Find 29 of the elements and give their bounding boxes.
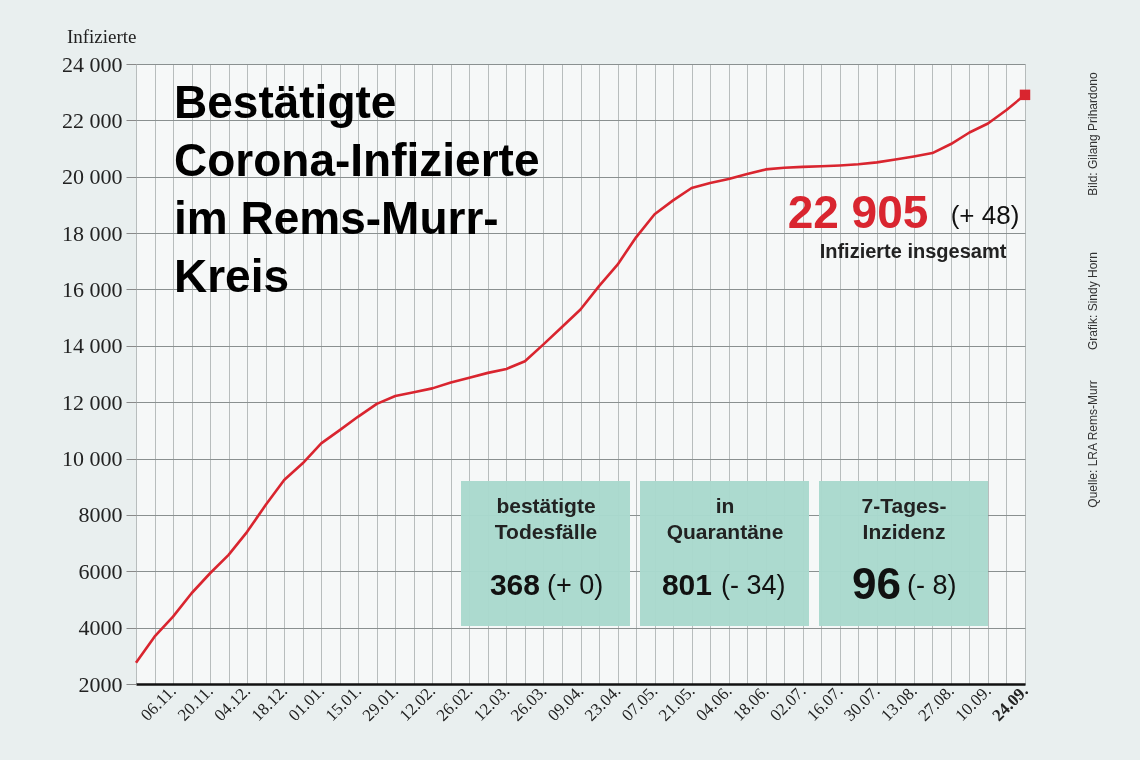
- annotation: (- 8): [907, 570, 957, 600]
- y-tick-label: 16 000: [62, 276, 123, 302]
- y-tick-label: 24 000: [62, 51, 123, 77]
- y-tick-label: 20 000: [62, 164, 123, 190]
- annotation: 96: [852, 559, 901, 608]
- source-note: Quelle: LRA Rems-Murr: [1086, 380, 1100, 508]
- annotation: 7-Tages-Inzidenz: [861, 494, 947, 543]
- text: Bestätigte Corona-Infizierte im Rems-Murr-Kreis: [174, 76, 540, 302]
- text: Bild: Gilang Prihardono: [1086, 71, 1100, 196]
- annotation: 368: [489, 568, 540, 601]
- y-tick-label: 14 000: [62, 333, 123, 359]
- text: Grafik: Sindy Horn: [1086, 251, 1100, 351]
- annotation: (+ 48): [950, 200, 1020, 230]
- y-tick-label: 6000: [78, 558, 123, 584]
- y-axis-title: Infizierte: [66, 25, 137, 47]
- y-tick-label: 18 000: [62, 220, 123, 246]
- y-tick-label: 2000: [78, 671, 123, 697]
- y-tick-label: 4000: [78, 615, 123, 641]
- annotation: Infizierte insgesamt: [819, 240, 1007, 262]
- y-tick-label: 8000: [78, 502, 123, 528]
- annotation: (- 34): [721, 570, 786, 600]
- y-tick-label: 12 000: [62, 389, 123, 415]
- annotation: 22 905: [787, 186, 929, 238]
- annotation: 801: [661, 568, 712, 601]
- annotation: in Quarantäne: [666, 494, 784, 543]
- y-tick-label: 22 000: [62, 107, 123, 133]
- annotation: bestätigte Todesfälle: [494, 494, 598, 543]
- annotation: (+ 0): [547, 570, 604, 600]
- y-tick-label: 10 000: [62, 446, 123, 472]
